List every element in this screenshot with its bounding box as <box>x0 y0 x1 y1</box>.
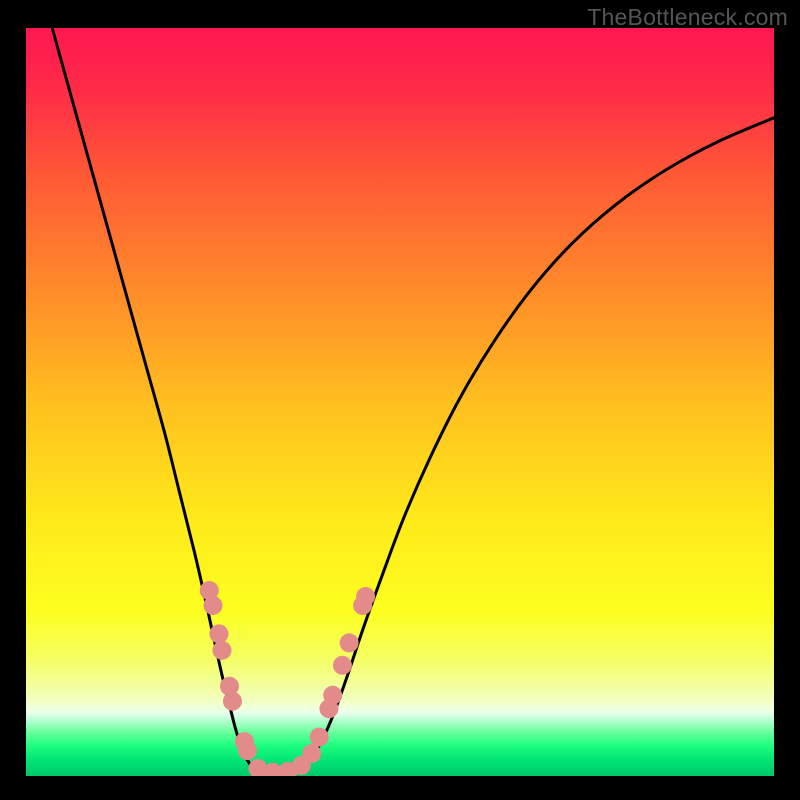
watermark-text: TheBottleneck.com <box>587 4 788 31</box>
data-marker <box>209 624 228 643</box>
data-marker <box>356 587 375 606</box>
plot-frame <box>26 28 774 776</box>
data-marker <box>310 728 329 747</box>
data-marker <box>204 596 223 615</box>
chart-canvas: TheBottleneck.com <box>0 0 800 800</box>
plot-svg-layer <box>26 28 774 776</box>
data-marker <box>223 692 242 711</box>
data-marker <box>333 656 352 675</box>
bottleneck-curve <box>52 28 774 776</box>
data-marker <box>238 741 257 760</box>
data-marker <box>323 686 342 705</box>
data-marker <box>212 641 231 660</box>
data-marker <box>340 633 359 652</box>
data-marker <box>302 744 321 763</box>
